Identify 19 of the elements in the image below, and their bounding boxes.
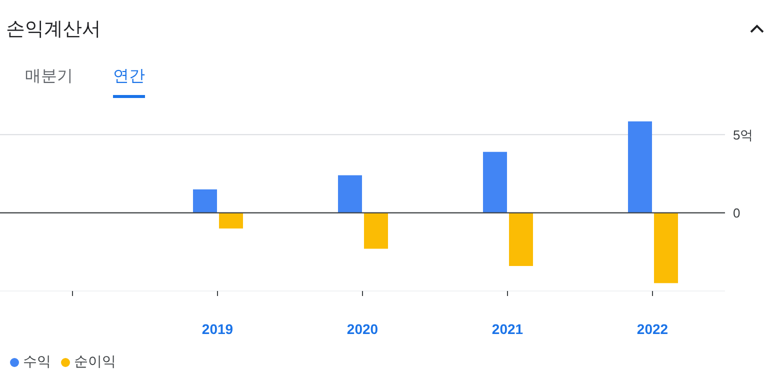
x-tick-label: 2021 xyxy=(492,320,524,337)
y-tick-label: 5억 xyxy=(733,127,754,142)
text: 매분기 xyxy=(25,67,73,87)
bar xyxy=(338,175,362,213)
legend-label: 수익 xyxy=(23,353,51,369)
bar xyxy=(628,121,652,213)
chart-title: 손익계산서 xyxy=(6,18,101,42)
x-tick-label: 2019 xyxy=(202,320,234,337)
bar xyxy=(483,152,507,213)
bar xyxy=(219,212,243,228)
text: 연간 xyxy=(113,66,145,98)
legend-label: 순이익 xyxy=(74,353,116,369)
x-tick-label: 2022 xyxy=(636,320,668,337)
x-tick-label: 2020 xyxy=(346,320,378,337)
bar xyxy=(193,189,217,213)
bar xyxy=(509,212,533,266)
bar xyxy=(364,212,388,249)
y-tick-label: 0 xyxy=(733,205,740,220)
bar xyxy=(654,212,678,284)
